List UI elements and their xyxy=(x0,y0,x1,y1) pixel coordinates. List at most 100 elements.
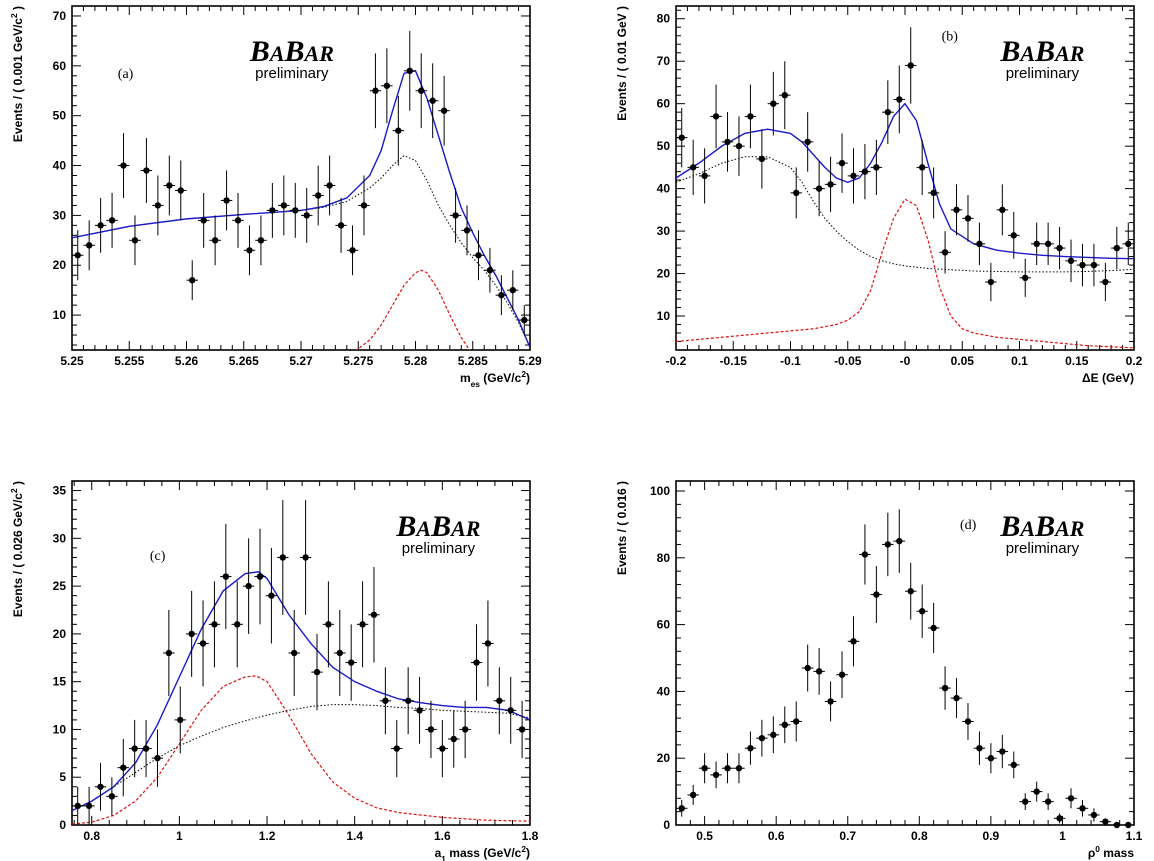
data-point xyxy=(859,144,871,200)
data-marker xyxy=(735,142,743,150)
data-marker xyxy=(1033,240,1040,248)
panel-d: 0.5 0.6 0.7 0.8 0.9 1 1.1 0 20 40 60 80 100 ρ0 mass Ev… xyxy=(615,480,1143,860)
data-point xyxy=(334,610,346,696)
data-marker xyxy=(427,726,435,733)
data-marker xyxy=(838,671,846,678)
data-marker xyxy=(815,185,823,192)
y-axis-title: Events / ( 0.01 GeV ) xyxy=(615,6,629,121)
data-point xyxy=(1042,793,1054,810)
data-marker xyxy=(930,624,937,632)
data-marker xyxy=(131,745,138,752)
data-point xyxy=(402,667,414,735)
data-point xyxy=(687,139,699,195)
data-marker xyxy=(211,621,218,628)
y-axis-title: Events / ( 0.026 GeV/c2 ) xyxy=(9,481,25,617)
data-point xyxy=(779,61,791,130)
x-tick-label: 1.4 xyxy=(346,829,363,843)
x-tick-label: 0.7 xyxy=(839,829,856,843)
data-point xyxy=(472,230,485,281)
data-marker xyxy=(918,608,926,615)
y-tick-label: 0 xyxy=(663,818,670,832)
data-point xyxy=(505,676,517,744)
data-marker xyxy=(930,189,937,197)
data-point xyxy=(847,148,860,204)
data-point xyxy=(836,651,848,699)
data-point xyxy=(870,139,883,195)
data-point xyxy=(255,215,267,266)
data-point xyxy=(94,762,107,811)
x-axis-title: ρ0 mass xyxy=(1088,844,1134,860)
data-point xyxy=(413,676,426,744)
data-marker xyxy=(120,764,127,771)
data-marker xyxy=(280,202,288,209)
data-point xyxy=(493,667,506,735)
data-marker xyxy=(416,707,423,714)
data-marker xyxy=(781,721,788,729)
data-point xyxy=(345,624,357,701)
data-point xyxy=(916,139,928,195)
y-tick-label: 20 xyxy=(53,627,67,641)
data-point xyxy=(893,65,905,134)
data-point xyxy=(425,700,437,759)
data-marker xyxy=(291,649,298,657)
data-marker xyxy=(712,113,720,120)
total-fit-curve xyxy=(72,571,530,812)
data-marker xyxy=(393,745,400,752)
data-marker xyxy=(165,649,173,657)
data-point xyxy=(1122,821,1134,829)
data-marker xyxy=(406,67,413,75)
data-marker xyxy=(189,277,196,284)
data-marker xyxy=(97,222,104,229)
data-point xyxy=(824,681,837,722)
data-marker xyxy=(964,718,972,725)
data-point xyxy=(927,167,940,219)
data-marker xyxy=(976,744,983,752)
y-tick-label: 30 xyxy=(657,224,671,238)
data-marker xyxy=(873,164,880,171)
data-point xyxy=(518,305,530,336)
data-point xyxy=(265,547,278,644)
data-marker xyxy=(918,164,926,171)
data-marker xyxy=(245,582,252,590)
data-point xyxy=(242,538,255,634)
data-marker xyxy=(85,242,93,249)
data-marker xyxy=(518,726,526,733)
data-point xyxy=(1111,821,1123,829)
y-tick-label: 10 xyxy=(53,308,67,322)
x-tick-label: 5.27 xyxy=(289,354,313,368)
data-point xyxy=(140,719,152,778)
data-marker xyxy=(292,207,299,214)
y-tick-label: 60 xyxy=(657,618,671,632)
data-point xyxy=(299,500,312,615)
data-point xyxy=(813,647,825,695)
signal-fit-curve xyxy=(676,198,1134,349)
data-marker xyxy=(770,100,777,107)
data-marker xyxy=(689,164,697,171)
data-point xyxy=(507,270,519,311)
data-marker xyxy=(166,182,173,189)
data-point xyxy=(767,71,780,136)
data-point xyxy=(208,581,221,668)
x-tick-label: 1 xyxy=(176,829,183,843)
data-point xyxy=(1053,226,1066,270)
data-marker xyxy=(1010,761,1017,769)
x-axis-title: a1 mass (GeV/c2) xyxy=(435,844,530,861)
data-marker xyxy=(370,611,378,618)
data-point xyxy=(813,161,825,217)
data-point xyxy=(1042,222,1054,266)
data-marker xyxy=(793,189,800,197)
data-point xyxy=(973,731,986,765)
data-marker xyxy=(222,573,230,580)
data-marker xyxy=(1125,240,1132,248)
x-tick-label: 0.8 xyxy=(83,829,100,843)
y-tick-label: 40 xyxy=(657,182,671,196)
data-marker xyxy=(1022,274,1029,282)
data-marker xyxy=(1022,798,1029,805)
data-marker xyxy=(1090,811,1098,819)
data-point xyxy=(927,602,940,653)
data-marker xyxy=(452,212,459,219)
x-tick-label: 5.255 xyxy=(114,354,144,368)
data-marker xyxy=(234,217,242,224)
panel-label: (d) xyxy=(960,518,977,533)
data-marker xyxy=(793,718,800,725)
